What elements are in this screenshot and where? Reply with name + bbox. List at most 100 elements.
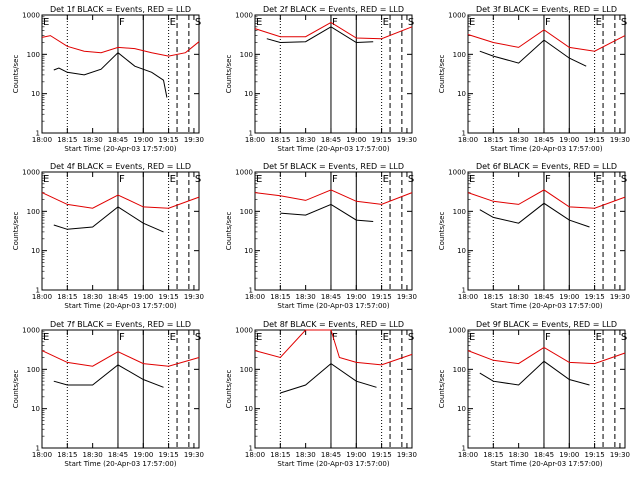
y-axis-label: Counts/sec [12, 370, 20, 409]
y-tick-label: 100 [27, 366, 40, 374]
y-axis-label: Counts/sec [438, 370, 446, 409]
plot-frame [254, 329, 413, 449]
panel-title: Det 2f BLACK = Events, RED = LLD [263, 5, 404, 14]
y-tick-label: 1 [36, 445, 40, 453]
x-tick-label: 18:30 [509, 293, 529, 301]
events-series-line [53, 364, 164, 388]
orbit-marker-label: S [621, 17, 627, 28]
x-tick-label: 18:45 [108, 293, 128, 301]
panel-title: Det 5f BLACK = Events, RED = LLD [263, 162, 404, 171]
y-tick-label: 10 [457, 247, 466, 255]
panel-title: Det 6f BLACK = Events, RED = LLD [476, 162, 617, 171]
y-tick-label: 100 [453, 51, 466, 59]
x-tick-label: 18:15 [483, 136, 503, 144]
x-tick-label: 18:15 [483, 451, 503, 459]
events-series-line [53, 52, 168, 98]
x-tick-label: 18:00 [245, 293, 265, 301]
orbit-marker-label: E [596, 174, 602, 185]
orbit-marker-label: S [408, 174, 414, 185]
orbit-marker-label: S [621, 332, 627, 343]
y-axis-label: Counts/sec [438, 212, 446, 251]
plot-frame [254, 14, 413, 134]
x-tick-label: 18:30 [83, 293, 103, 301]
y-tick-label: 10 [31, 405, 40, 413]
detector-panel: Det 6f BLACK = Events, RED = LLD 1 10 100 10… [438, 162, 630, 310]
y-tick-label: 10 [457, 90, 466, 98]
x-axis-label: Start Time (20-Apr-03 17:57:00) [490, 302, 602, 310]
orbit-marker-label: E [469, 332, 475, 343]
x-tick-label: 18:45 [108, 451, 128, 459]
orbit-marker-label: E [256, 332, 262, 343]
x-tick-label: 19:00 [346, 293, 366, 301]
orbit-marker-label: E [170, 17, 176, 28]
y-tick-label: 1000 [235, 12, 253, 20]
x-tick-label: 18:45 [108, 136, 128, 144]
orbit-marker-label: F [545, 174, 551, 185]
orbit-marker-label: E [43, 174, 49, 185]
x-tick-label: 18:30 [509, 136, 529, 144]
x-axis-label: Start Time (20-Apr-03 17:57:00) [64, 460, 176, 468]
x-tick-label: 18:00 [458, 136, 478, 144]
y-tick-label: 1000 [22, 327, 40, 335]
lld-series-line [254, 21, 413, 40]
y-tick-label: 1000 [448, 169, 466, 177]
panel-title: Det 1f BLACK = Events, RED = LLD [50, 5, 191, 14]
x-tick-label: 18:45 [534, 293, 554, 301]
y-tick-label: 1000 [22, 12, 40, 20]
y-tick-label: 1 [249, 445, 253, 453]
x-tick-label: 19:30 [610, 136, 630, 144]
detector-panel: Det 3f BLACK = Events, RED = LLD 1 10 100 10… [438, 5, 630, 153]
plot-frame [41, 329, 200, 449]
y-tick-label: 1 [462, 130, 466, 138]
detector-panel: Det 1f BLACK = Events, RED = LLD 1 10 100 10… [12, 5, 204, 153]
x-tick-label: 18:00 [458, 451, 478, 459]
x-tick-label: 19:00 [559, 293, 579, 301]
y-tick-label: 100 [27, 51, 40, 59]
x-tick-label: 19:30 [184, 136, 204, 144]
plot-frame [467, 14, 626, 134]
y-tick-label: 1 [462, 287, 466, 295]
orbit-marker-label: S [195, 332, 201, 343]
lld-series-line [254, 329, 413, 366]
lld-series-line [467, 189, 626, 209]
x-axis-label: Start Time (20-Apr-03 17:57:00) [277, 460, 389, 468]
y-tick-label: 1 [36, 130, 40, 138]
panel-title: Det 7f BLACK = Events, RED = LLD [50, 320, 191, 329]
x-tick-label: 19:30 [610, 451, 630, 459]
events-series-line [266, 26, 374, 44]
x-tick-label: 19:30 [184, 451, 204, 459]
y-axis-label: Counts/sec [225, 212, 233, 251]
orbit-marker-label: S [195, 174, 201, 185]
lld-series-line [41, 350, 200, 367]
x-tick-label: 18:15 [270, 451, 290, 459]
y-tick-label: 100 [453, 366, 466, 374]
events-series-line [479, 39, 587, 67]
panel-title: Det 4f BLACK = Events, RED = LLD [50, 162, 191, 171]
x-tick-label: 18:30 [509, 451, 529, 459]
x-tick-label: 19:30 [184, 293, 204, 301]
x-tick-label: 19:30 [397, 136, 417, 144]
panel-title: Det 9f BLACK = Events, RED = LLD [476, 320, 617, 329]
y-tick-label: 1 [249, 287, 253, 295]
events-series-line [280, 362, 377, 394]
y-tick-label: 1 [36, 287, 40, 295]
y-tick-label: 1000 [448, 12, 466, 20]
x-tick-label: 19:00 [559, 136, 579, 144]
x-tick-label: 19:00 [133, 293, 153, 301]
orbit-marker-label: S [195, 17, 201, 28]
detector-panel: Det 4f BLACK = Events, RED = LLD 1 10 100 10… [12, 162, 204, 310]
detector-panel: Det 7f BLACK = Events, RED = LLD 1 10 100 10… [12, 320, 204, 468]
x-tick-label: 19:15 [159, 451, 179, 459]
y-axis-label: Counts/sec [12, 55, 20, 94]
y-axis-label: Counts/sec [438, 55, 446, 94]
detector-panel: Det 8f BLACK = Events, RED = LLD 1 10 100 10… [225, 320, 417, 468]
y-tick-label: 10 [244, 405, 253, 413]
detector-panel: Det 2f BLACK = Events, RED = LLD 1 10 100 10… [225, 5, 417, 153]
orbit-marker-label: E [170, 332, 176, 343]
y-tick-label: 100 [240, 51, 253, 59]
y-tick-label: 10 [244, 247, 253, 255]
orbit-marker-label: S [408, 332, 414, 343]
x-tick-label: 19:15 [585, 293, 605, 301]
orbit-marker-label: E [469, 17, 475, 28]
panel-title: Det 3f BLACK = Events, RED = LLD [476, 5, 617, 14]
